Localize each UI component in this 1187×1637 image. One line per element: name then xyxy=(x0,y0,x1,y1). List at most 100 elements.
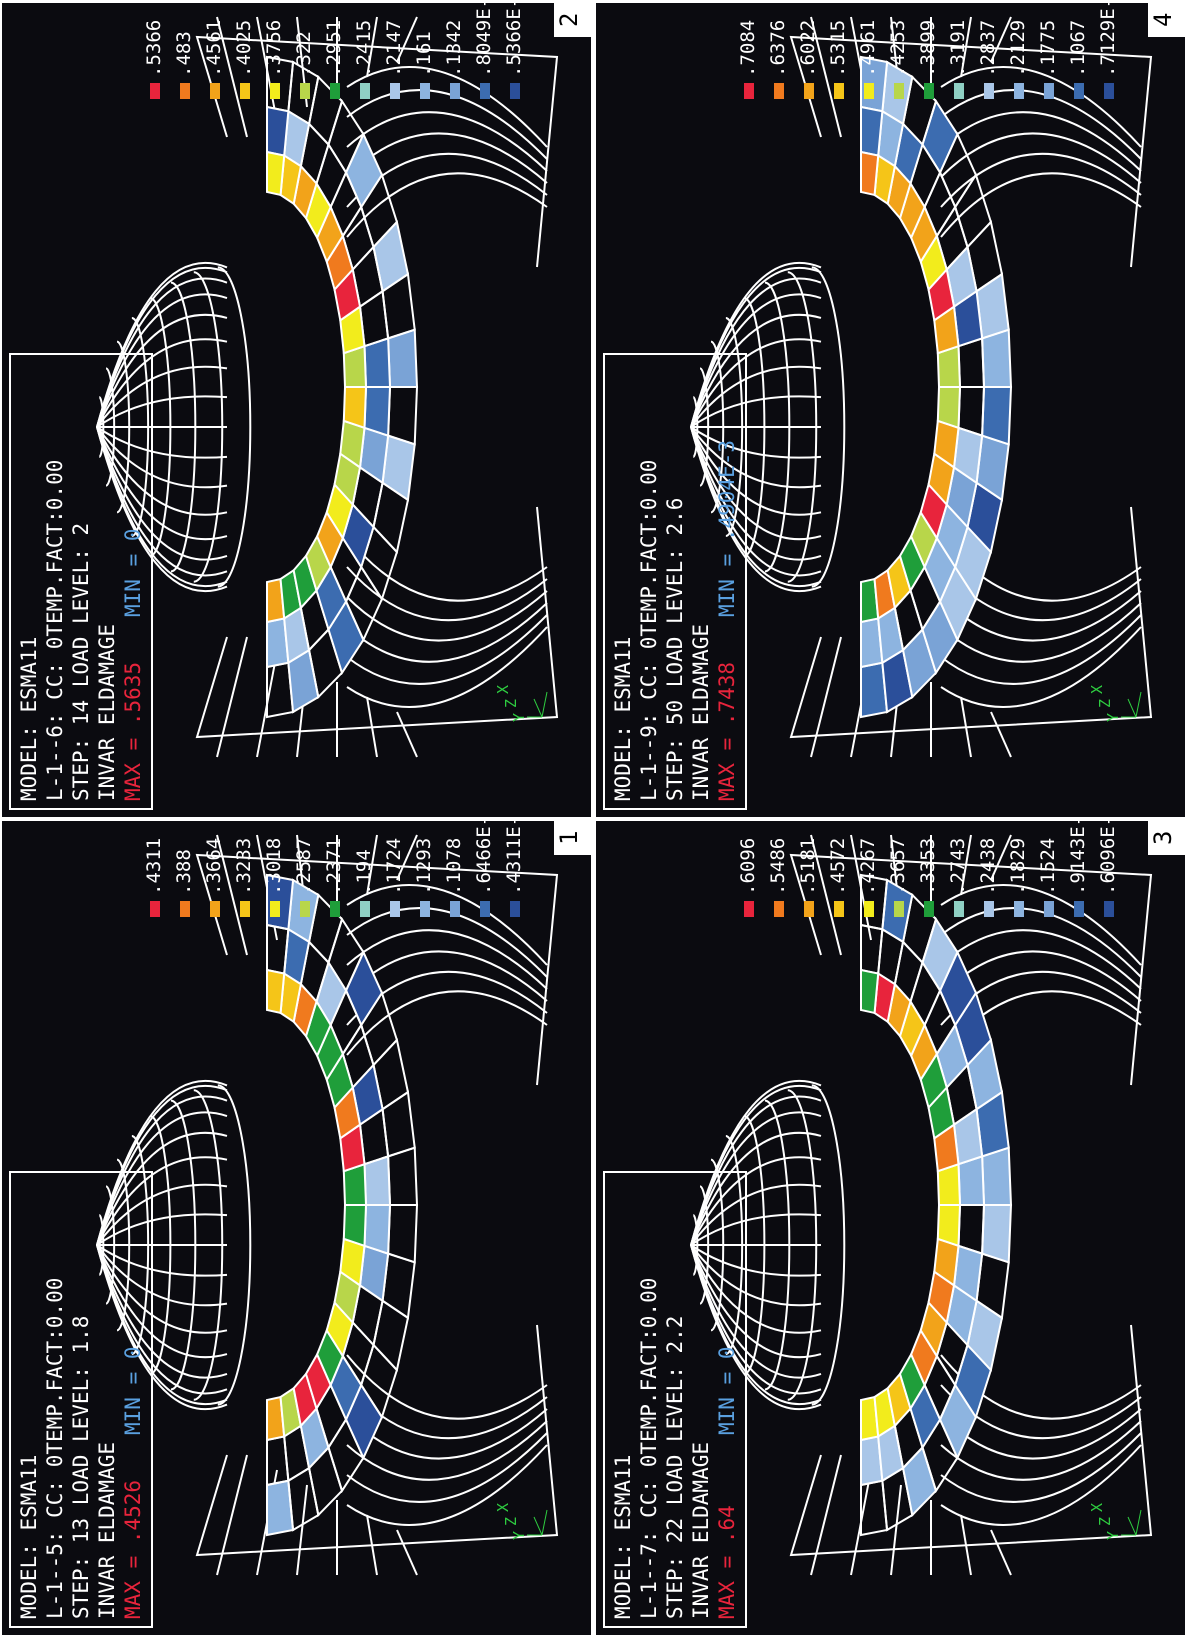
mesh-cell xyxy=(374,222,408,291)
min-label: MIN = 0 xyxy=(715,1346,739,1435)
legend-swatch xyxy=(774,83,784,99)
mesh-line xyxy=(991,1530,1011,1575)
triad-label: Z xyxy=(502,699,520,708)
mesh-line xyxy=(991,712,1011,757)
min-label: MIN = 0 xyxy=(121,1346,145,1435)
mesh-cell xyxy=(982,1148,1011,1205)
mesh-line xyxy=(347,1433,547,1502)
plot: MODEL: ESMA11L-1--6: CC: 0TEMP.FACT:0.00… xyxy=(2,3,591,817)
legend-swatch xyxy=(804,83,814,99)
legend-swatch xyxy=(894,83,904,99)
legend-value: .3018 xyxy=(263,838,285,895)
mesh-cell xyxy=(938,1205,960,1246)
mesh-line xyxy=(941,133,1141,183)
legend-value: .194 xyxy=(353,849,375,895)
legend-value: .4572 xyxy=(827,838,849,895)
legend-swatch xyxy=(954,83,964,99)
legend-swatch xyxy=(1014,83,1024,99)
legend-swatch xyxy=(330,901,340,917)
legend-value: .1293 xyxy=(413,838,435,895)
info-line: STEP: 14 LOAD LEVEL: 2 xyxy=(69,523,93,801)
info-line: MODEL: ESMA11 xyxy=(611,637,635,801)
mesh-line xyxy=(941,67,1141,147)
legend-swatch xyxy=(480,83,490,99)
info-line: MODEL: ESMA11 xyxy=(17,637,41,801)
legend-value: .161 xyxy=(413,31,435,77)
mesh-cell xyxy=(388,1148,417,1205)
legend-swatch xyxy=(150,83,160,99)
mesh-cell xyxy=(861,152,878,195)
legend-swatch xyxy=(300,901,310,917)
legend-value: .4025 xyxy=(233,20,255,77)
legend-value: .3664 xyxy=(203,838,225,895)
triad-label: Z xyxy=(1096,699,1114,708)
panel-number: 4 xyxy=(1149,13,1177,27)
info-line: STEP: 22 LOAD LEVEL: 2.2 xyxy=(663,1316,687,1619)
mesh-line xyxy=(397,1530,417,1575)
triad-axes xyxy=(1121,1510,1141,1535)
legend-value: .1724 xyxy=(383,838,405,895)
legend-swatch xyxy=(270,901,280,917)
min-label: MIN = .4904E-3 xyxy=(715,440,739,617)
legend-swatch xyxy=(210,83,220,99)
mesh-line xyxy=(347,627,547,707)
legend-value: .2438 xyxy=(977,838,999,895)
info-line: MODEL: ESMA11 xyxy=(611,1455,635,1619)
mesh-cell xyxy=(958,387,984,436)
legend-swatch xyxy=(1074,83,1084,99)
mesh-line xyxy=(347,591,547,641)
mesh-cell xyxy=(267,925,288,974)
legend-value: .2415 xyxy=(353,20,375,77)
mesh-cell xyxy=(374,1301,408,1370)
mesh-cell xyxy=(861,970,878,1013)
info-line: STEP: 13 LOAD LEVEL: 1.8 xyxy=(69,1316,93,1619)
legend-swatch xyxy=(894,901,904,917)
legend-value: .322 xyxy=(293,31,315,77)
legend-swatch xyxy=(270,83,280,99)
mesh-line xyxy=(397,712,417,757)
legend-swatch xyxy=(984,901,994,917)
legend-swatch xyxy=(1044,901,1054,917)
mesh xyxy=(691,835,1151,1575)
mesh-cell xyxy=(267,152,284,195)
max-label: MAX = .64 xyxy=(715,1505,739,1619)
legend-swatch xyxy=(1044,83,1054,99)
info-line: INVAR ELDAMAGE xyxy=(689,624,713,801)
info-line: L-1--7: CC: 0TEMP.FACT:0.00 xyxy=(637,1278,661,1619)
legend-value: .1829 xyxy=(1007,838,1029,895)
mesh-line xyxy=(97,427,227,458)
panel-number: 2 xyxy=(555,13,583,27)
legend-value: .1775 xyxy=(1037,20,1059,77)
mesh-line xyxy=(347,90,547,159)
info-line: L-1--6: CC: 0TEMP.FACT:0.00 xyxy=(43,460,67,801)
legend-value: .1342 xyxy=(443,20,465,77)
mesh-line xyxy=(941,90,1141,159)
info-line: INVAR ELDAMAGE xyxy=(95,624,119,801)
plot: MODEL: ESMA11L-1--7: CC: 0TEMP.FACT:0.00… xyxy=(596,821,1185,1635)
legend-value: .4267 xyxy=(857,838,879,895)
mesh-cell xyxy=(267,107,288,156)
mesh-line xyxy=(347,908,547,977)
triad-axes xyxy=(1121,692,1141,717)
legend-swatch xyxy=(924,901,934,917)
legend-value: .2147 xyxy=(383,20,405,77)
legend-swatch xyxy=(150,901,160,917)
mesh-line xyxy=(297,1485,307,1575)
mesh-cell xyxy=(267,970,284,1013)
legend-value: .6096E-1 xyxy=(1097,821,1119,895)
triad-label: Z xyxy=(502,1517,520,1526)
legend-value: .3191 xyxy=(947,20,969,77)
legend-value: .5181 xyxy=(797,838,819,895)
legend-swatch xyxy=(480,901,490,917)
panel: MODEL: ESMA11L-1--7: CC: 0TEMP.FACT:0.00… xyxy=(596,821,1185,1635)
triad-label: X xyxy=(1088,685,1106,694)
max-label: MAX = .5635 xyxy=(121,662,145,801)
panel: MODEL: ESMA11L-1--9: CC: 0TEMP.FACT:0.00… xyxy=(596,3,1185,817)
mesh-line xyxy=(941,627,1141,707)
legend-swatch xyxy=(360,901,370,917)
mesh-cell xyxy=(958,1205,984,1254)
legend-swatch xyxy=(510,83,520,99)
max-label: MAX = .4526 xyxy=(121,1480,145,1619)
legend-swatch xyxy=(864,901,874,917)
